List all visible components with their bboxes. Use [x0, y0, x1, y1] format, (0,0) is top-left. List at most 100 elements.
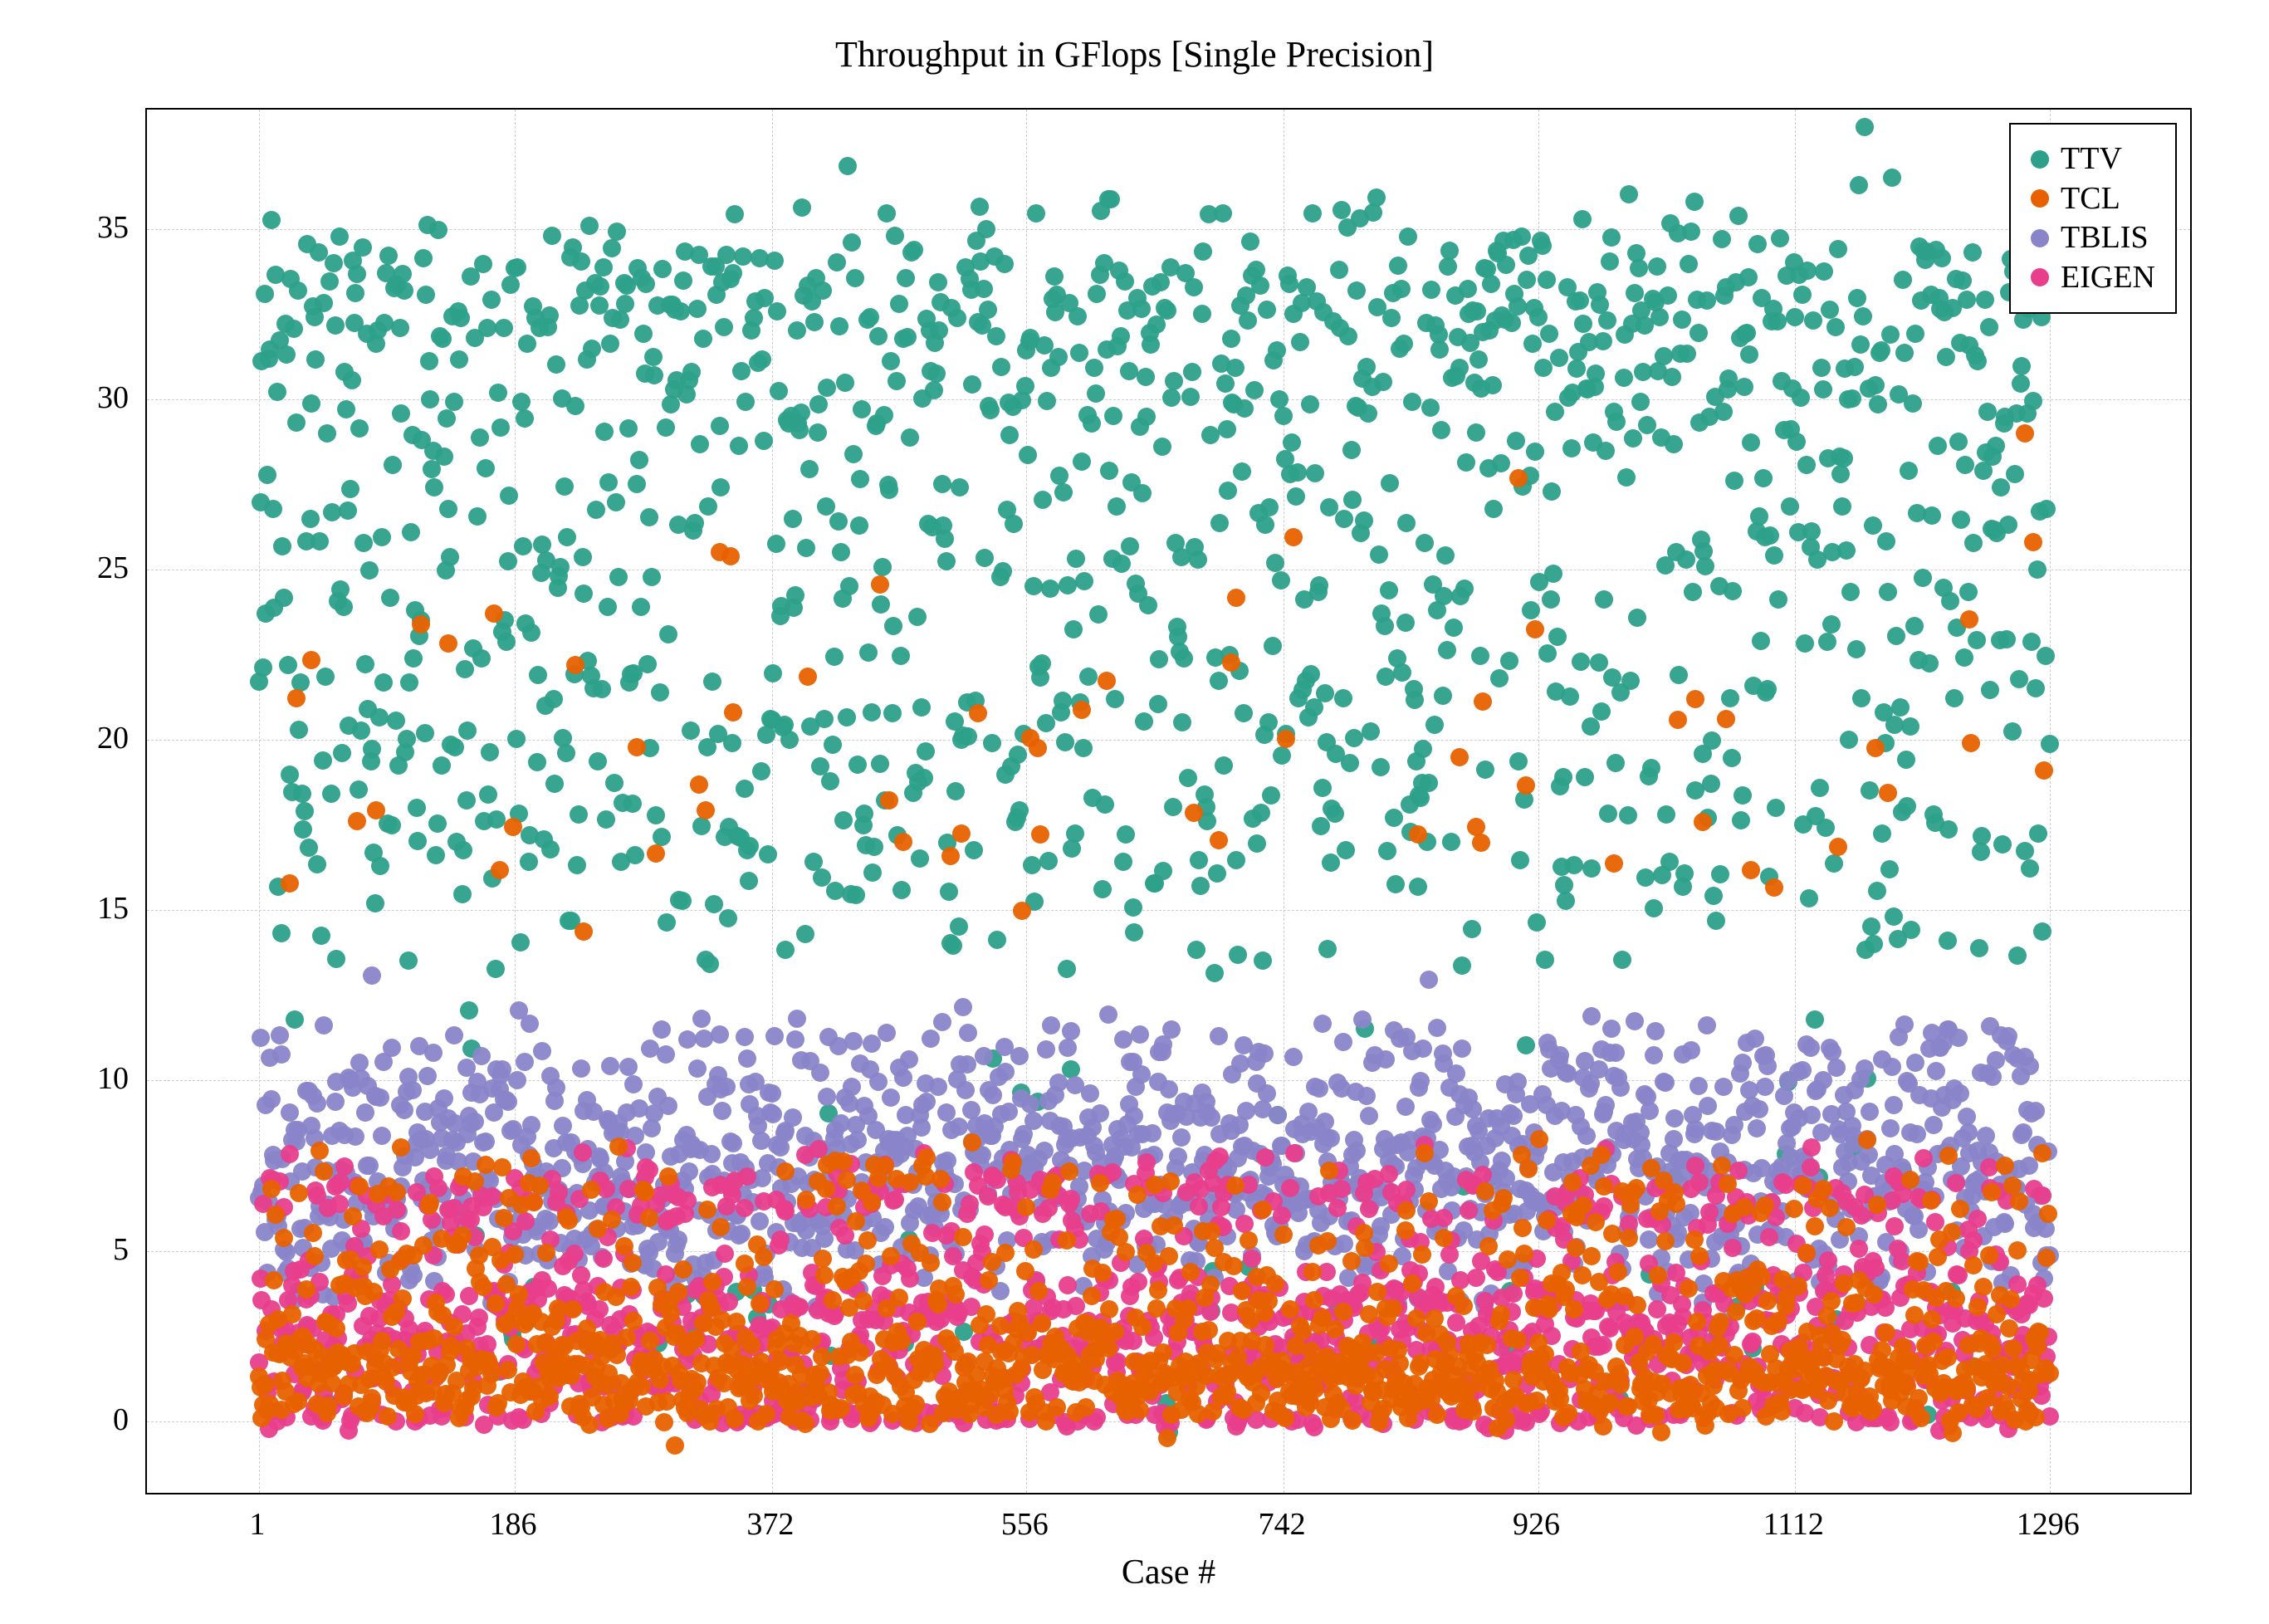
data-point [1595, 590, 1613, 609]
data-point [1511, 851, 1529, 869]
data-point [1941, 592, 1959, 610]
data-point [1114, 1030, 1132, 1049]
data-point [289, 1392, 307, 1411]
data-point [330, 227, 349, 246]
data-point [1963, 243, 1982, 262]
data-point [1704, 887, 1723, 905]
data-point [1274, 1225, 1293, 1244]
data-point [1513, 227, 1531, 246]
data-point [290, 721, 308, 739]
data-point [1058, 960, 1076, 978]
data-point [690, 775, 708, 794]
data-point [705, 895, 723, 913]
data-point [516, 409, 534, 428]
data-point [1861, 1103, 1879, 1121]
data-point [337, 400, 355, 418]
data-point [356, 1103, 374, 1122]
data-point [506, 1245, 524, 1264]
data-point [824, 1291, 842, 1309]
data-point [529, 666, 547, 684]
data-point [1895, 344, 1914, 362]
data-point [1592, 1146, 1611, 1164]
data-point [1645, 899, 1663, 917]
data-point [1190, 1197, 1208, 1216]
data-point [736, 1255, 754, 1273]
data-point [892, 881, 911, 899]
data-point [1237, 1102, 1255, 1120]
data-point [851, 1343, 869, 1362]
data-point [1724, 1239, 1742, 1257]
data-point [1322, 1129, 1340, 1147]
data-point [1947, 1174, 1965, 1192]
data-point [863, 703, 881, 722]
data-point [366, 894, 384, 912]
data-point [1345, 729, 1363, 747]
data-point [632, 598, 650, 616]
data-point [721, 547, 740, 565]
data-point [1509, 469, 1528, 487]
data-point [1173, 713, 1191, 731]
data-point [1665, 1130, 1683, 1148]
data-point [1420, 1192, 1438, 1211]
data-point [439, 500, 457, 518]
data-point [1567, 1239, 1585, 1257]
data-point [1713, 1157, 1731, 1175]
data-point [254, 658, 272, 677]
data-point [1266, 554, 1284, 572]
data-point [1490, 669, 1509, 687]
data-point [1438, 641, 1456, 659]
data-point [518, 335, 536, 353]
data-point [1509, 752, 1528, 770]
data-point [643, 568, 661, 586]
data-point [1112, 327, 1130, 345]
data-point [474, 255, 492, 273]
data-point [1567, 360, 1586, 378]
data-point [641, 1332, 659, 1350]
data-point [522, 624, 540, 642]
data-point [1093, 1264, 1112, 1282]
data-point [541, 840, 560, 858]
data-point [1411, 1072, 1430, 1090]
data-point [1758, 1292, 1777, 1310]
data-point [869, 1073, 888, 1091]
data-point [871, 575, 889, 594]
data-point [1606, 1044, 1625, 1062]
data-point [765, 252, 784, 270]
data-point [256, 1376, 274, 1394]
data-point [969, 704, 987, 722]
data-point [1646, 1022, 1665, 1040]
data-point [1594, 1417, 1612, 1436]
data-point [653, 1020, 671, 1039]
data-point [1993, 835, 2012, 854]
data-point [1089, 605, 1108, 624]
data-point [1406, 691, 1424, 709]
data-point [941, 847, 960, 865]
data-point [1939, 932, 1957, 950]
data-point [1439, 257, 1457, 276]
data-point [1016, 377, 1034, 395]
data-point [946, 782, 965, 800]
data-point [1143, 1124, 1161, 1142]
data-point [1601, 252, 1619, 271]
data-point [277, 345, 296, 364]
data-point [1463, 920, 1481, 938]
data-point [1594, 332, 1612, 350]
data-point [1765, 546, 1783, 565]
data-point [898, 328, 917, 346]
data-point [1160, 1080, 1178, 1098]
data-point [1686, 690, 1704, 708]
data-point [759, 845, 777, 863]
data-point [1149, 695, 1167, 713]
data-point [1509, 1331, 1527, 1349]
data-point [439, 634, 457, 653]
data-point [836, 374, 854, 392]
data-point [922, 1254, 940, 1272]
data-point [1572, 653, 1590, 671]
data-point [871, 755, 889, 773]
data-point [988, 931, 1006, 949]
data-point [894, 1069, 912, 1087]
data-point [992, 358, 1010, 376]
data-point [1742, 861, 1760, 879]
data-point [1742, 433, 1760, 452]
data-point [790, 421, 809, 439]
